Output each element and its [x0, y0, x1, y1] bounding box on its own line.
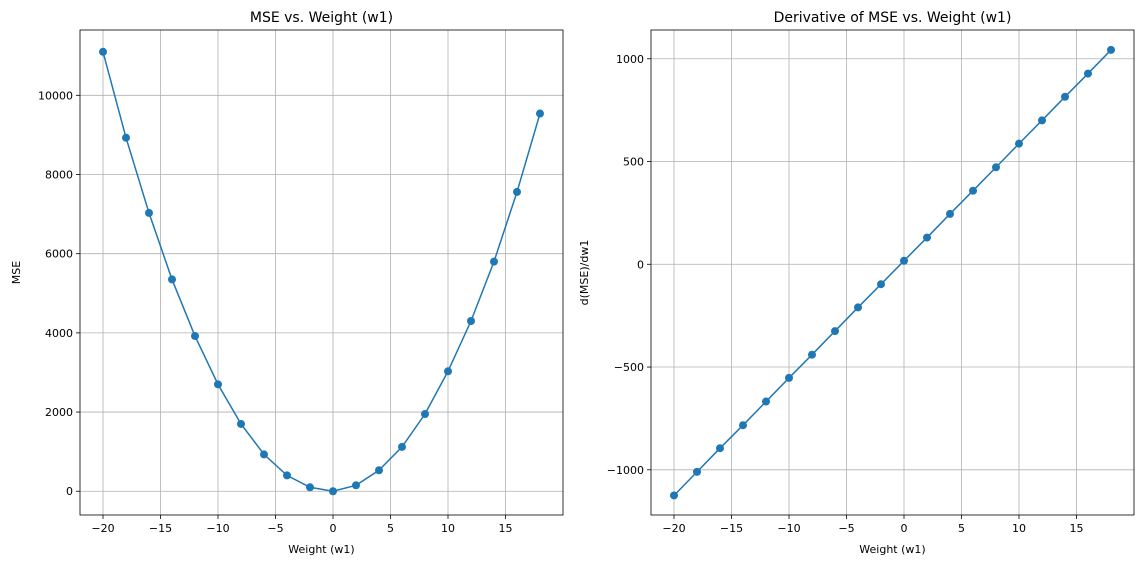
x-axis-label: Weight (w1)	[288, 543, 354, 556]
data-point	[306, 483, 314, 492]
grid-lines	[80, 30, 563, 515]
axes-frame	[650, 29, 1135, 516]
data-point	[99, 47, 107, 56]
series-line	[102, 51, 541, 493]
data-point	[168, 275, 176, 284]
data-point	[352, 481, 360, 490]
data-point	[969, 186, 977, 195]
x-tick-label: −10	[206, 522, 229, 535]
data-point	[122, 133, 130, 142]
y-tick-label: 2000	[45, 406, 73, 419]
data-point	[923, 233, 931, 242]
data-point	[490, 257, 498, 266]
y-tick-label: 1000	[616, 53, 644, 66]
x-tick-label: −5	[267, 522, 283, 535]
data-point	[375, 466, 383, 475]
data-point	[877, 280, 885, 289]
data-points	[99, 47, 544, 496]
chart-title: MSE vs. Weight (w1)	[250, 10, 393, 26]
data-point	[1084, 69, 1092, 78]
data-point	[237, 419, 245, 428]
data-point	[329, 487, 337, 496]
y-axis-label: d(MSE)/dw1	[578, 240, 591, 306]
tick-labels: −20 −15 −10 −5 0 5 10 15 0 2000 4000 6000 8000 10000	[38, 89, 513, 535]
data-point	[398, 442, 406, 451]
x-tick-label: 10	[441, 522, 455, 535]
x-tick-label: 0	[330, 522, 337, 535]
data-point	[1061, 92, 1069, 101]
axis-ticks	[647, 58, 1077, 519]
tick-labels: −20 −15 −10 −5 0 5 10 15 −1000 −500 0 500 1000	[607, 53, 1084, 535]
data-point	[831, 327, 839, 336]
data-point	[1038, 116, 1046, 125]
data-point	[739, 421, 747, 430]
y-tick-label: 500	[623, 156, 644, 169]
data-point	[854, 303, 862, 312]
x-tick-label: 5	[958, 522, 965, 535]
y-tick-label: 0	[66, 485, 73, 498]
data-point	[716, 444, 724, 453]
y-tick-label: 10000	[38, 89, 73, 102]
data-point	[191, 332, 199, 341]
data-point	[444, 367, 452, 376]
x-tick-label: −15	[149, 522, 172, 535]
data-point	[670, 491, 678, 500]
y-tick-label: 6000	[45, 248, 73, 261]
data-point	[992, 163, 1000, 172]
x-tick-label: 10	[1012, 522, 1026, 535]
x-tick-label: −15	[720, 522, 743, 535]
y-tick-label: 0	[637, 258, 644, 271]
x-tick-label: 15	[499, 522, 513, 535]
x-axis-label: Weight (w1)	[859, 543, 925, 556]
data-point	[1015, 139, 1023, 148]
series-line	[673, 49, 1112, 497]
data-point	[808, 350, 816, 359]
data-points	[670, 45, 1115, 500]
y-axis-label: MSE	[10, 261, 23, 284]
axes-frame	[79, 29, 564, 516]
chart-title: Derivative of MSE vs. Weight (w1)	[774, 10, 1012, 26]
grid-lines	[651, 30, 1134, 515]
x-tick-label: −5	[838, 522, 854, 535]
axis-ticks	[76, 94, 506, 519]
y-tick-label: 4000	[45, 327, 73, 340]
data-point	[946, 209, 954, 218]
data-point	[260, 450, 268, 459]
x-tick-label: 15	[1070, 522, 1084, 535]
chart-mse: −20 −15 −10 −5 0 5 10 15 0 2000 4000 6000 8000 10000 M…	[10, 10, 564, 556]
x-tick-label: −20	[91, 522, 114, 535]
data-point	[1107, 45, 1115, 54]
data-point	[421, 410, 429, 419]
data-point	[762, 397, 770, 406]
y-tick-label: −1000	[607, 464, 644, 477]
data-point	[145, 208, 153, 217]
x-tick-label: −10	[777, 522, 800, 535]
y-tick-label: −500	[614, 361, 644, 374]
x-tick-label: 5	[387, 522, 394, 535]
data-point	[283, 471, 291, 480]
x-tick-label: −20	[662, 522, 685, 535]
data-point	[467, 317, 475, 325]
x-tick-label: 0	[901, 522, 908, 535]
data-point	[785, 373, 793, 382]
data-point	[900, 256, 908, 265]
data-point	[513, 187, 521, 196]
data-point	[536, 109, 544, 118]
chart-derivative: −20 −15 −10 −5 0 5 10 15 −1000 −500 0 500 1000 Deriva…	[578, 10, 1135, 556]
data-point	[693, 467, 701, 476]
data-point	[214, 380, 222, 389]
y-tick-label: 8000	[45, 169, 73, 182]
